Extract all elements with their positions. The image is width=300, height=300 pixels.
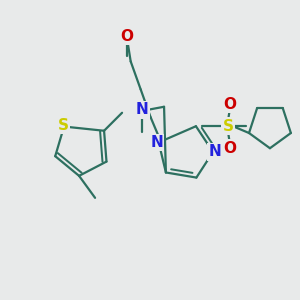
Text: N: N [208,145,221,160]
Text: O: O [120,29,133,44]
Text: O: O [224,141,236,156]
Text: O: O [224,97,236,112]
Text: S: S [58,118,68,133]
Text: S: S [222,119,233,134]
Text: N: N [136,102,148,117]
Text: N: N [150,135,163,150]
